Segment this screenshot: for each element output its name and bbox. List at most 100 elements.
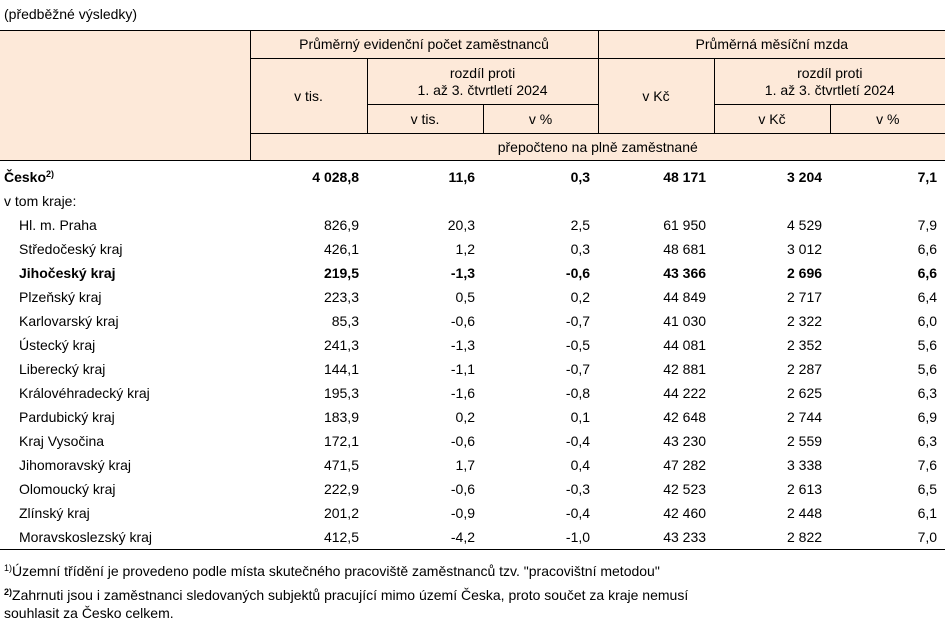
cell: -0,8 bbox=[565, 385, 591, 401]
cell: 0,3 bbox=[570, 241, 591, 257]
column-header: v Kč bbox=[713, 104, 831, 134]
cell: -0,4 bbox=[565, 433, 591, 449]
cell: 2 822 bbox=[714, 525, 831, 550]
cell: 241,3 bbox=[323, 337, 359, 353]
cell: 85,3 bbox=[331, 313, 359, 329]
row: Plzeňský kraj 223,3 0,5 0,2 44 849 2 717 6,4 bbox=[0, 285, 945, 309]
row-label: Moravskoslezský kraj bbox=[0, 525, 250, 550]
cell: 201,2 bbox=[323, 505, 359, 521]
cell: 6,1 bbox=[917, 505, 938, 521]
cell: 47 282 bbox=[663, 457, 707, 473]
cell: 2 559 bbox=[786, 433, 823, 449]
cell: 2 613 bbox=[786, 481, 823, 497]
cell: -0,5 bbox=[565, 337, 591, 353]
cell: 44 081 bbox=[663, 337, 707, 353]
cell: 44 222 bbox=[663, 385, 707, 401]
cell: 42 881 bbox=[663, 361, 707, 377]
row: Zlínský kraj 201,2 -0,9 -0,4 42 460 2 448 6,1 bbox=[0, 501, 945, 525]
cell: 43 233 bbox=[598, 525, 715, 550]
cell: -0,6 bbox=[450, 433, 475, 449]
row: Hl. m. Praha 826,9 20,3 2,5 61 950 4 529 7,9 bbox=[0, 213, 945, 237]
label-text: Olomoucký kraj bbox=[19, 481, 116, 497]
row: Karlovarský kraj 85,3 -0,6 -0,7 41 030 2 322 6… bbox=[0, 309, 945, 333]
row: Královéhradecký kraj 195,3 -1,6 -0,8 44 222 2… bbox=[0, 381, 945, 405]
cell: 41 030 bbox=[663, 313, 707, 329]
label-text: Liberecký kraj bbox=[19, 361, 106, 377]
cell: 183,9 bbox=[323, 409, 359, 425]
label-text: Plzeňský kraj bbox=[19, 289, 102, 305]
cell: 7,0 bbox=[830, 525, 945, 550]
cell: 48 681 bbox=[663, 241, 707, 257]
cell: 826,9 bbox=[323, 217, 359, 233]
row-label: Jihomoravský kraj bbox=[0, 453, 250, 477]
cell: 144,1 bbox=[323, 361, 359, 377]
cell: 42 460 bbox=[663, 505, 707, 521]
cell: 44 849 bbox=[663, 289, 707, 305]
row-label: Ústecký kraj bbox=[0, 333, 250, 357]
cell: -1,0 bbox=[483, 525, 599, 550]
cell: 2 625 bbox=[786, 385, 823, 401]
cell: 6,5 bbox=[917, 481, 938, 497]
label-text: Kraj Vysočina bbox=[19, 433, 105, 449]
cell: 1,2 bbox=[455, 241, 475, 257]
cell: 6,0 bbox=[917, 313, 938, 329]
cell: 0,4 bbox=[570, 457, 591, 473]
row-label: Jihočeský kraj bbox=[0, 261, 250, 285]
footnote-mark: 2) bbox=[4, 587, 13, 597]
label-text: Hl. m. Praha bbox=[19, 217, 97, 233]
row-label: Kraj Vysočina bbox=[0, 429, 250, 453]
cell: 195,3 bbox=[323, 385, 359, 401]
row-label: Středočeský kraj bbox=[0, 237, 250, 261]
label-text: Pardubický kraj bbox=[19, 409, 115, 425]
label-text: Zlínský kraj bbox=[19, 505, 90, 521]
cell: 2 352 bbox=[786, 337, 823, 353]
cell: 2 696 bbox=[786, 265, 823, 281]
row: Olomoucký kraj 222,9 -0,6 -0,3 42 523 2 613 6,… bbox=[0, 477, 945, 501]
cell: 2,5 bbox=[570, 217, 591, 233]
cell: 426,1 bbox=[323, 241, 359, 257]
cell: -1,1 bbox=[450, 361, 475, 377]
basis-header: přepočteno na plně zaměstnané bbox=[249, 133, 945, 161]
cell: 3 204 bbox=[786, 169, 823, 185]
row-label: Plzeňský kraj bbox=[0, 285, 250, 309]
column-header: rozdíl proti 1. až 3. čtvrtletí 2024 bbox=[713, 58, 945, 105]
row: Jihomoravský kraj 471,5 1,7 0,4 47 282 3 338 7… bbox=[0, 453, 945, 477]
cell: 0,1 bbox=[570, 409, 591, 425]
row: Liberecký kraj 144,1 -1,1 -0,7 42 881 2 287 5,… bbox=[0, 357, 945, 381]
cell: 48 171 bbox=[663, 169, 707, 185]
cell: -0,6 bbox=[565, 265, 591, 281]
cell: 5,6 bbox=[917, 361, 938, 377]
row-label: Pardubický kraj bbox=[0, 405, 250, 429]
footnote-ref: 2) bbox=[46, 169, 55, 179]
cell: -0,7 bbox=[565, 313, 591, 329]
cell: 471,5 bbox=[323, 457, 359, 473]
corner bbox=[0, 30, 251, 161]
cell: 0,5 bbox=[455, 289, 475, 305]
column-header: v % bbox=[829, 104, 945, 134]
cell: 20,3 bbox=[447, 217, 475, 233]
cell: -0,4 bbox=[565, 505, 591, 521]
cell: 42 523 bbox=[663, 481, 707, 497]
cell: 4 028,8 bbox=[312, 169, 359, 185]
row: Ústecký kraj 241,3 -1,3 -0,5 44 081 2 352 5,6 bbox=[0, 333, 945, 357]
cell: 2 744 bbox=[786, 409, 823, 425]
footnotes: 1)Územní třídění je provedeno podle míst… bbox=[4, 562, 934, 628]
row-label: Česko2) bbox=[0, 161, 250, 190]
cell: 42 648 bbox=[663, 409, 707, 425]
row: Jihočeský kraj 219,5 -1,3 -0,6 43 366 2 696 6,… bbox=[0, 261, 945, 285]
cell: -1,6 bbox=[450, 385, 475, 401]
column-header: v tis. bbox=[366, 104, 484, 134]
cell: 4 529 bbox=[786, 217, 823, 233]
cell: 6,3 bbox=[917, 433, 938, 449]
cell: 6,6 bbox=[917, 265, 938, 281]
column-header: rozdíl proti 1. až 3. čtvrtletí 2024 bbox=[366, 58, 599, 105]
footnote: 1)Územní třídění je provedeno podle míst… bbox=[4, 562, 934, 580]
cell: 219,5 bbox=[323, 265, 359, 281]
cell: 2 717 bbox=[786, 289, 823, 305]
footnote-mark: 1) bbox=[4, 563, 13, 573]
cell: 7,1 bbox=[917, 169, 938, 185]
cell: 2 287 bbox=[786, 361, 823, 377]
cell: 0,2 bbox=[455, 409, 475, 425]
row-label: Liberecký kraj bbox=[0, 357, 250, 381]
row: v tom kraje: bbox=[0, 189, 945, 213]
